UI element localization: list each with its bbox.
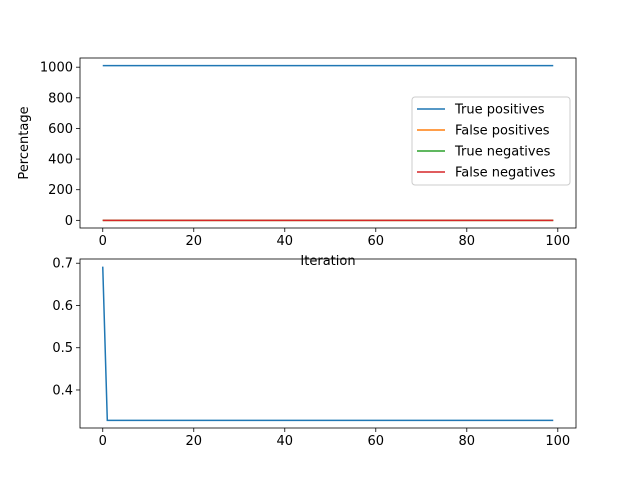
x-tick-label: 0 <box>99 434 107 449</box>
y-tick-label: 0.4 <box>52 383 73 398</box>
x-tick-label: 80 <box>459 434 476 449</box>
y-tick-label: 200 <box>48 183 73 198</box>
series-line-1 <box>102 266 554 422</box>
y-tick-label: 400 <box>48 153 73 168</box>
x-tick-label: 40 <box>276 234 293 249</box>
chart-panel-2: 0 20 40 60 80 100 0.4 0.5 0.6 0.7 <box>52 257 577 449</box>
y-tick-label: 0.7 <box>52 257 73 272</box>
legend-box <box>411 96 571 186</box>
chart-panel-1: 0 20 40 60 80 10002004006008001000IterationPe… <box>17 57 577 269</box>
y-tick-label: 600 <box>48 122 73 137</box>
x-tick-label: 40 <box>276 434 293 449</box>
x-tick-label: 100 <box>545 434 570 449</box>
y-tick-label: 0 <box>65 214 73 229</box>
axes-frame <box>79 258 577 429</box>
y-axis-label: Percentage <box>17 106 32 179</box>
legend-label: True positives <box>454 103 545 118</box>
x-tick-label: 100 <box>545 234 570 249</box>
y-tick-label: 0.6 <box>52 299 73 314</box>
x-tick-label: 60 <box>368 434 385 449</box>
x-tick-label: 20 <box>185 234 202 249</box>
x-axis-label: Iteration <box>300 254 355 269</box>
legend-label: False positives <box>455 124 550 139</box>
x-tick-label: 0 <box>99 234 107 249</box>
x-tick-label: 60 <box>368 234 385 249</box>
legend-label: True negatives <box>454 145 551 160</box>
legend-label: False negatives <box>455 166 556 181</box>
axes-frame <box>79 57 577 229</box>
y-tick-label: 0.5 <box>52 341 73 356</box>
legend: True positives False positives True negati… <box>411 96 571 186</box>
y-tick-label: 1000 <box>40 61 73 76</box>
y-tick-label: 800 <box>48 91 73 106</box>
x-tick-label: 80 <box>459 234 476 249</box>
x-tick-label: 20 <box>185 434 202 449</box>
